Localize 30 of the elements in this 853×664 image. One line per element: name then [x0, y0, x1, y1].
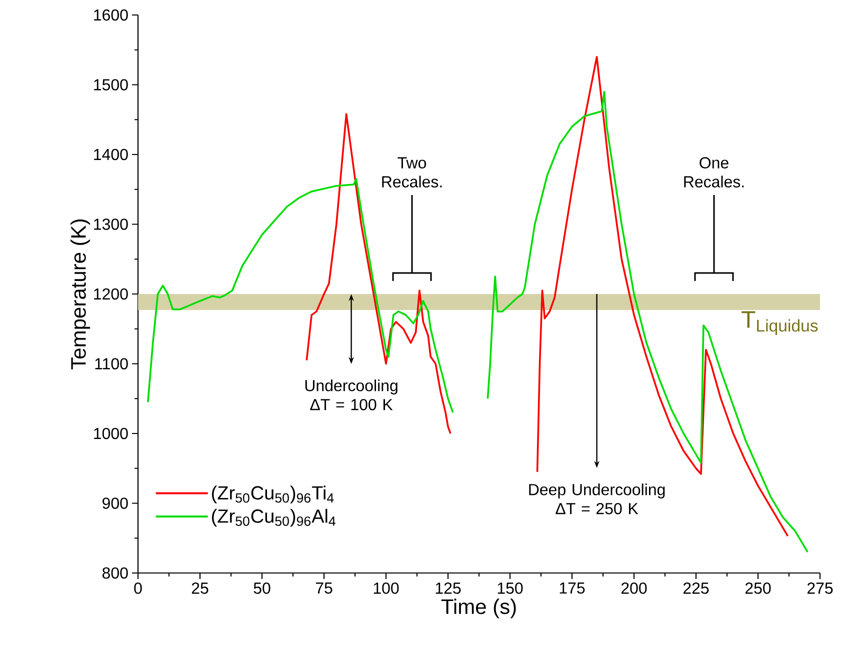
x-tick-label: 0 [134, 582, 142, 594]
x-tick-label: 175 [560, 582, 585, 594]
legend-label: (Zr$_{50}$Cu$_{50}$)$_{96}$Ti$_{4}$ [212, 486, 334, 504]
y-tick-label: 1500 [94, 79, 128, 90]
annotation: Deep Undercooling ΔT = 250 K [529, 484, 665, 514]
annotation: Undercooling ΔT = 100 K [305, 380, 398, 410]
x-tick-label: 25 [192, 582, 208, 594]
y-tick-label: 1600 [94, 9, 128, 21]
x-tick-label: 125 [436, 582, 461, 594]
y-tick-label: 1400 [94, 148, 128, 160]
annotation: One Recales. [684, 157, 744, 188]
legend-label: (Zr$_{50}$Cu$_{50}$)$_{96}$Al$_{4}$ [212, 508, 336, 527]
x-tick-label: 275 [807, 582, 833, 594]
y-tick-label: 800 [102, 567, 128, 579]
x-tick-label: 225 [683, 582, 709, 594]
y-tick-label: 1300 [94, 218, 128, 230]
x-tick-label: 150 [498, 582, 523, 594]
x-tick-label: 100 [374, 582, 399, 594]
x-axis-title: Time (s) [441, 598, 516, 618]
annotation: Two Recales. [382, 157, 442, 188]
y-tick-label: 1200 [94, 288, 128, 300]
y-tick-label: 1100 [95, 358, 128, 370]
x-tick-label: 250 [745, 582, 771, 594]
y-tick-label: 1000 [94, 428, 128, 440]
y-tick-label: 900 [102, 498, 128, 509]
band-label: T$_{Liquidus}$ [742, 311, 818, 335]
x-tick-label: 200 [621, 582, 647, 594]
x-tick-label: 50 [254, 582, 270, 594]
y-axis-title: Temperature (K) [70, 219, 90, 370]
x-tick-label: 75 [316, 582, 332, 594]
